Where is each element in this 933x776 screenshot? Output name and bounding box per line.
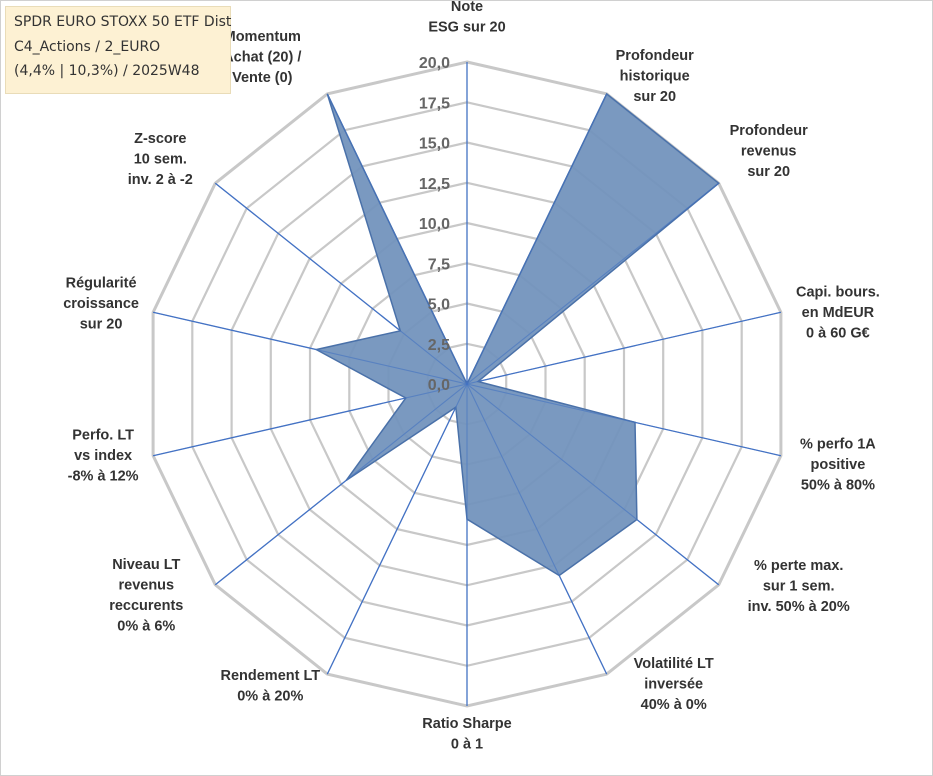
category-label-line: 10 sem.: [134, 152, 187, 168]
tick-label: 2,5: [428, 337, 450, 354]
tick-label: 5,0: [428, 297, 450, 314]
category-label-line: revenus: [118, 577, 174, 593]
axis-spoke-overlay: [466, 311, 782, 385]
category-label: Ratio Sharpe 0 à 1: [422, 716, 511, 753]
tick-label: 17,5: [419, 95, 450, 112]
axis-spoke-overlay: [152, 311, 468, 385]
fund-stats-week: (4,4% | 10,3%) / 2025W48: [14, 63, 200, 79]
category-label: Momentum Achat (20) / Vente (0): [223, 29, 301, 86]
tick-label: 10,0: [419, 216, 450, 233]
axis-spoke-overlay: [466, 383, 720, 586]
category-label-line: vs index: [74, 448, 132, 464]
category-label-line: sur 20: [747, 164, 790, 180]
fund-name: SPDR EURO STOXX 50 ETF Dist: [14, 14, 232, 30]
category-label-line: 50% à 80%: [801, 478, 875, 494]
category-label: Note ESG sur 20: [428, 0, 505, 36]
category-label-line: -8% à 12%: [68, 469, 139, 485]
tick-label: 20,0: [419, 55, 450, 72]
series-area: [314, 92, 720, 577]
category-label-line: 0 à 60 G€: [806, 325, 870, 341]
category-label-line: Momentum: [224, 29, 301, 45]
category-label-line: 0% à 6%: [117, 618, 175, 634]
tick-label: 7,5: [428, 256, 450, 273]
axis-spoke-overlay: [326, 383, 468, 675]
category-label-line: 0% à 20%: [237, 689, 303, 705]
category-label-line: historique: [620, 68, 690, 84]
category-label-line: Note: [451, 0, 483, 15]
category-label-line: positive: [811, 457, 866, 473]
category-label-line: 0 à 1: [451, 737, 483, 753]
category-label: Régularité croissance sur 20: [63, 275, 139, 332]
axis-spoke-overlay: [466, 383, 608, 675]
category-label: Perfo. LT vs index -8% à 12%: [68, 428, 139, 485]
category-label-line: Ratio Sharpe: [422, 716, 511, 732]
tick-label: 12,5: [419, 176, 450, 193]
axis-spoke-overlay: [466, 93, 608, 385]
radar-series: [152, 62, 782, 706]
category-label: Rendement LT 0% à 20%: [220, 668, 320, 705]
category-label-line: inv. 50% à 20%: [748, 599, 850, 615]
category-label-line: Régularité: [66, 275, 137, 291]
axis-spoke-overlay: [152, 383, 468, 457]
category-label-line: 40% à 0%: [641, 697, 707, 713]
category-label-line: Achat (20) /: [223, 49, 301, 65]
category-label-line: en MdEUR: [802, 305, 875, 321]
tick-label: 15,0: [419, 136, 450, 153]
axis-spoke-overlay: [214, 383, 468, 586]
category-label: % perfo 1A positive 50% à 80%: [800, 437, 876, 494]
category-label-line: Capi. bours.: [796, 284, 880, 300]
category-label-line: sur 20: [633, 89, 676, 105]
category-label: Niveau LT revenus reccurents 0% à 6%: [109, 557, 183, 635]
axis-spoke-overlay: [214, 182, 468, 385]
category-label: % perte max. sur 1 sem. inv. 50% à 20%: [748, 558, 850, 615]
category-label-line: Niveau LT: [112, 557, 180, 573]
category-label-line: Profondeur: [616, 48, 694, 64]
category-label: Capi. bours. en MdEUR 0 à 60 G€: [796, 284, 880, 341]
axis-spoke-overlay: [466, 383, 782, 457]
category-label: Volatilité LT inversée 40% à 0%: [634, 656, 714, 713]
category-labels: Note ESG sur 20 Profondeur historique sur 20…: [63, 0, 880, 753]
axis-spoke-overlay: [326, 93, 468, 385]
category-label-line: revenus: [741, 144, 797, 160]
category-label-line: sur 20: [80, 316, 123, 332]
category-label: Profondeur revenus sur 20: [730, 123, 808, 180]
category-label-line: croissance: [63, 296, 139, 312]
category-label-line: sur 1 sem.: [763, 578, 835, 594]
category-label-line: inv. 2 à -2: [128, 172, 193, 188]
category-label-line: Z-score: [134, 131, 186, 147]
category-label-line: Volatilité LT: [634, 656, 714, 672]
category-label-line: Profondeur: [730, 123, 808, 139]
category-label-line: Vente (0): [232, 70, 293, 86]
category-label-line: reccurents: [109, 598, 183, 614]
category-label-line: ESG sur 20: [428, 20, 505, 36]
category-label: Z-score 10 sem. inv. 2 à -2: [128, 131, 193, 188]
radial-tick-labels: 0,0 2,5 5,0 7,5 10,0 12,5 15,0 17,5 20,0: [419, 55, 450, 394]
fund-category: C4_Actions / 2_EURO: [14, 38, 161, 55]
category-label-line: Perfo. LT: [72, 428, 134, 444]
category-label: Profondeur historique sur 20: [616, 48, 694, 105]
fund-info-box: SPDR EURO STOXX 50 ETF Dist C4_Actions /…: [5, 6, 231, 94]
axis-spoke-overlay: [466, 182, 720, 385]
category-label-line: Rendement LT: [220, 668, 320, 684]
tick-label: 0,0: [428, 377, 450, 394]
category-label-line: % perfo 1A: [800, 437, 876, 453]
category-label-line: inversée: [644, 677, 703, 693]
category-label-line: % perte max.: [754, 558, 843, 574]
